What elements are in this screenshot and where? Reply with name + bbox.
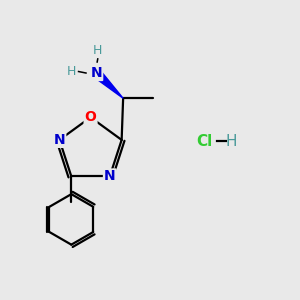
- Text: N: N: [54, 133, 65, 147]
- Text: H: H: [93, 44, 103, 57]
- Text: N: N: [104, 169, 116, 184]
- Text: H: H: [226, 134, 238, 148]
- Text: N: N: [91, 66, 102, 80]
- Text: H: H: [66, 65, 76, 78]
- Text: O: O: [85, 110, 97, 124]
- Text: Cl: Cl: [196, 134, 212, 148]
- Polygon shape: [93, 70, 123, 98]
